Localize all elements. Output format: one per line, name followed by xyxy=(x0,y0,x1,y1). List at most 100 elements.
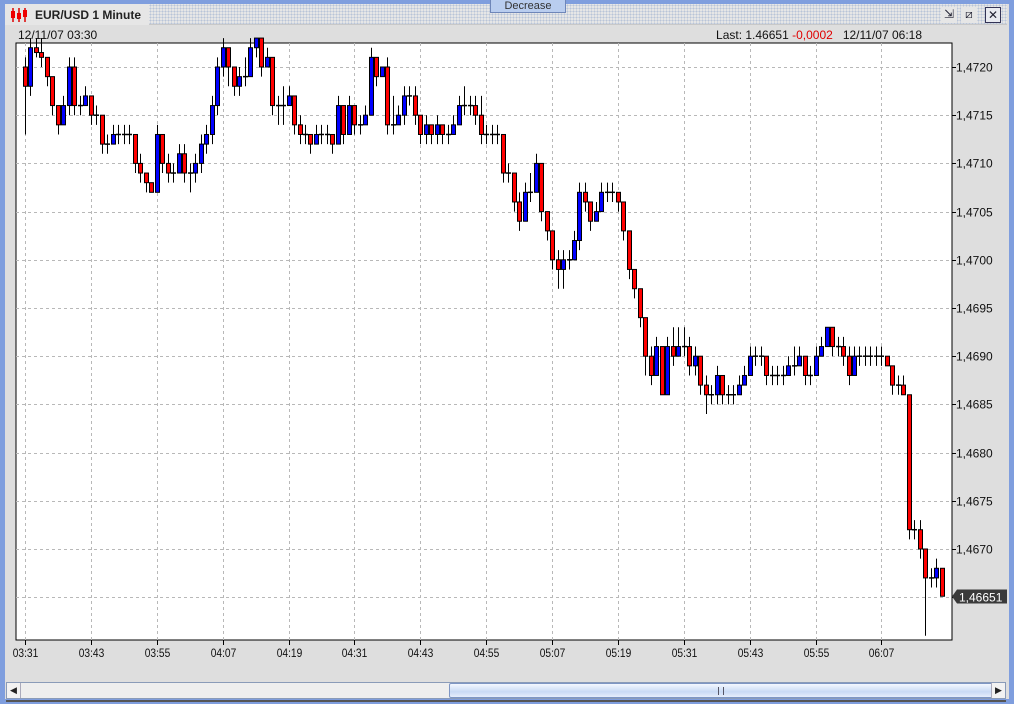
candle-body-up xyxy=(396,114,401,126)
candle-body-down xyxy=(803,355,808,376)
candle xyxy=(934,558,939,588)
candle-body-down xyxy=(232,66,237,87)
candle-body-up xyxy=(221,47,226,68)
candle xyxy=(863,346,868,366)
candle xyxy=(731,385,736,405)
candle-body-down xyxy=(687,346,692,367)
x-tick-label: 05:07 xyxy=(540,647,566,660)
scroll-right-button[interactable]: ▶ xyxy=(991,683,1005,698)
candle xyxy=(841,336,846,366)
close-button[interactable]: ✕ xyxy=(985,7,1001,23)
candle xyxy=(490,124,495,145)
y-tick-label: 1,4700 xyxy=(956,254,993,268)
candle-body-up xyxy=(715,374,720,396)
candle-body-down xyxy=(479,114,484,135)
candle xyxy=(391,95,396,135)
candle xyxy=(451,115,456,135)
candle xyxy=(237,67,242,96)
candle-body-down xyxy=(50,76,55,107)
candle-body-up xyxy=(193,162,198,174)
candle xyxy=(248,38,253,78)
candle xyxy=(23,57,28,135)
candle-body-down xyxy=(308,133,313,145)
candle xyxy=(665,336,670,396)
candle-body-down xyxy=(298,124,303,135)
candle-body-up xyxy=(577,191,582,242)
candle xyxy=(874,346,879,366)
candle xyxy=(572,230,577,261)
candle-body-down xyxy=(923,548,928,579)
candle xyxy=(638,288,643,328)
candle-body-down xyxy=(517,201,522,222)
candle xyxy=(468,95,473,116)
candle xyxy=(462,86,467,116)
candle-body-down xyxy=(890,365,895,386)
candle xyxy=(819,336,824,357)
candle xyxy=(605,182,610,202)
candle xyxy=(61,95,66,126)
candle xyxy=(358,115,363,135)
candle-body-up xyxy=(380,66,385,78)
candle xyxy=(83,86,88,107)
candle-body-down xyxy=(473,105,478,116)
candle-body-down xyxy=(588,201,593,222)
candle xyxy=(528,173,533,202)
end-time: 12/11/07 06:18 xyxy=(842,28,922,42)
candle-body-down xyxy=(720,374,725,396)
decrease-tab[interactable]: Decrease xyxy=(490,0,566,13)
candlestick-chart[interactable]: 1,4720 1,4715 1,4710 1,4705 1,4700 1,4695 1,46… xyxy=(0,0,1014,680)
candle-body-up xyxy=(814,355,819,376)
candle-body-up xyxy=(693,355,698,367)
candle xyxy=(792,346,797,376)
candle-body-up xyxy=(819,346,824,357)
candle-body-down xyxy=(89,95,94,116)
candle-body-down xyxy=(501,133,506,174)
x-tick-label: 05:55 xyxy=(804,647,830,660)
y-tick-label: 1,4680 xyxy=(956,447,993,461)
candle-body-down xyxy=(764,355,769,376)
candle-body-down xyxy=(545,211,550,232)
candle xyxy=(682,327,687,357)
candle xyxy=(226,47,231,87)
candle xyxy=(210,95,215,145)
candle-body-down xyxy=(292,95,297,126)
candle xyxy=(912,520,917,540)
candle-body-up xyxy=(237,76,242,87)
candle xyxy=(742,365,747,386)
scrollbar-thumb[interactable] xyxy=(449,683,993,698)
scroll-left-button[interactable]: ◀ xyxy=(7,683,21,698)
candle xyxy=(457,95,462,126)
candle xyxy=(111,124,116,145)
candle xyxy=(836,336,841,357)
candle xyxy=(144,172,149,193)
candle xyxy=(929,568,934,588)
last-price: Last: 1.46651 xyxy=(716,28,789,42)
candle xyxy=(385,57,390,135)
candle-body-down xyxy=(413,95,418,116)
x-tick-label: 04:55 xyxy=(474,647,500,660)
minimize-icon: ⇲ xyxy=(943,7,955,21)
candle xyxy=(797,346,802,367)
candle-body-down xyxy=(539,162,544,213)
candle-body-up xyxy=(424,124,429,135)
candle-body-down xyxy=(39,52,44,58)
candle xyxy=(775,365,780,386)
candle xyxy=(243,57,248,87)
candle-body-down xyxy=(133,133,138,164)
candle-body-up xyxy=(369,56,374,116)
candle xyxy=(374,56,379,87)
candle xyxy=(890,365,895,395)
candle xyxy=(287,86,292,107)
horizontal-scrollbar[interactable]: ◀ ▶ xyxy=(6,682,1006,699)
candle-body-up xyxy=(665,346,670,396)
candle-body-up xyxy=(742,374,747,386)
x-tick-label: 05:19 xyxy=(606,647,632,660)
candle xyxy=(654,336,659,376)
candle-body-down xyxy=(440,124,445,135)
maximize-button[interactable]: ⧄ xyxy=(961,7,977,23)
candle xyxy=(720,374,725,405)
minimize-button[interactable]: ⇲ xyxy=(941,7,957,23)
candle-body-down xyxy=(621,201,626,232)
candle xyxy=(369,47,374,116)
candle xyxy=(501,133,506,183)
